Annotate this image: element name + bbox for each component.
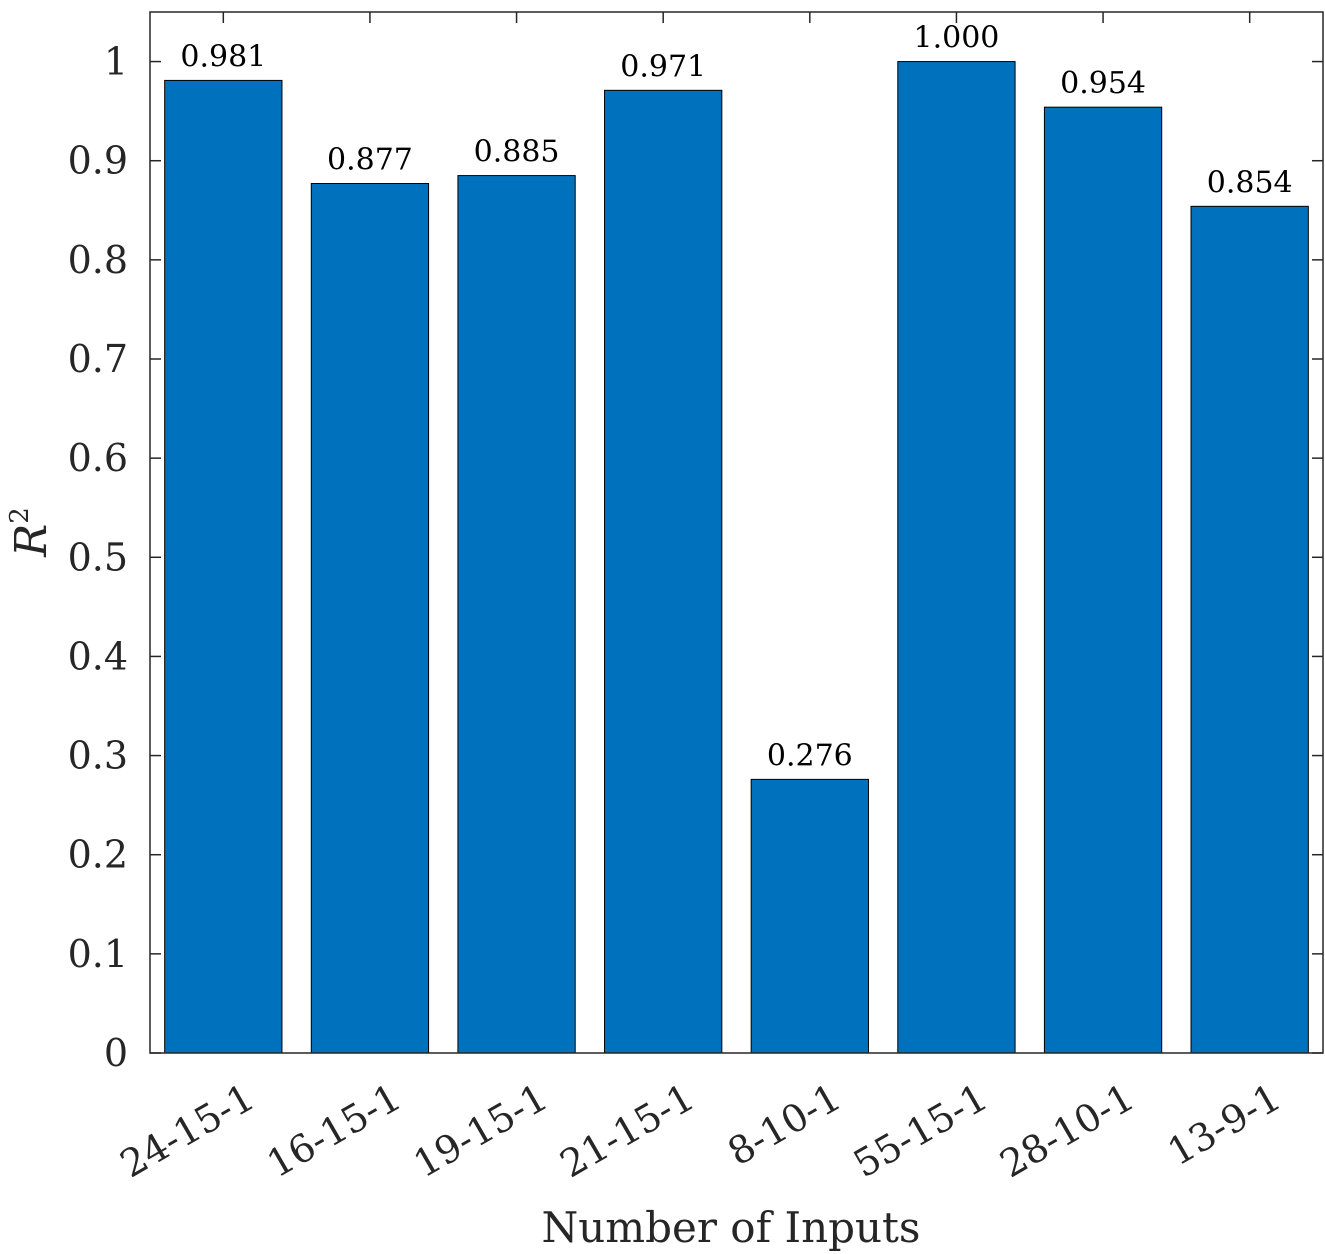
data-labels: 0.981 0.877 0.885 0.971 0.276 1.000 0.954 0.854 bbox=[180, 21, 1292, 774]
x-tick-label-55-15-1: 55-15-1 bbox=[846, 1075, 995, 1186]
x-tick-label-19-15-1: 19-15-1 bbox=[406, 1075, 555, 1186]
y-tick-labels: 0 0.1 0.2 0.3 0.4 0.5 0.6 0.7 0.8 0.9 1 bbox=[68, 40, 128, 1075]
data-label-55-15-1: 1.000 bbox=[913, 21, 999, 56]
x-tick-label-16-15-1: 16-15-1 bbox=[259, 1075, 408, 1186]
bar-8-10-1 bbox=[750, 778, 869, 1054]
bar-19-15-1 bbox=[457, 175, 576, 1054]
data-label-13-9-1: 0.854 bbox=[1207, 165, 1293, 200]
y-tick-label: 0.5 bbox=[68, 535, 128, 579]
y-tick-label: 0 bbox=[104, 1031, 128, 1075]
bars bbox=[164, 61, 1309, 1054]
y-axis-title-main: R bbox=[6, 524, 57, 558]
y-tick-label: 1 bbox=[104, 40, 128, 84]
x-tick-label-21-15-1: 21-15-1 bbox=[553, 1075, 702, 1186]
data-label-21-15-1: 0.971 bbox=[620, 49, 706, 84]
y-tick-label: 0.4 bbox=[68, 634, 128, 678]
svg-text:R2: R2 bbox=[5, 507, 57, 558]
data-label-24-15-1: 0.981 bbox=[180, 39, 266, 74]
y-tick-label: 0.8 bbox=[68, 238, 128, 282]
bar-21-15-1 bbox=[604, 89, 723, 1054]
x-tick-label-13-9-1: 13-9-1 bbox=[1160, 1075, 1288, 1174]
x-axis-title: Number of Inputs bbox=[542, 1203, 921, 1252]
x-tick-label-28-10-1: 28-10-1 bbox=[993, 1075, 1142, 1186]
y-tick-label: 0.7 bbox=[68, 337, 128, 381]
y-tick-label: 0.9 bbox=[68, 139, 128, 183]
plot-frame bbox=[149, 11, 1324, 1054]
bar-24-15-1 bbox=[164, 79, 283, 1054]
data-label-16-15-1: 0.877 bbox=[327, 143, 413, 178]
bar-28-10-1 bbox=[1043, 106, 1163, 1054]
y-tick-label: 0.1 bbox=[68, 932, 128, 976]
y-tick-label: 0.2 bbox=[68, 833, 128, 877]
data-label-19-15-1: 0.885 bbox=[474, 135, 560, 170]
y-tick-label: 0.6 bbox=[68, 436, 128, 480]
bar-13-9-1 bbox=[1190, 205, 1309, 1054]
bar-55-15-1 bbox=[897, 61, 1016, 1054]
x-tick-labels: 24-15-116-15-119-15-121-15-1 8-10-155-15-… bbox=[113, 1075, 1288, 1186]
data-label-8-10-1: 0.276 bbox=[767, 738, 853, 773]
data-label-28-10-1: 0.954 bbox=[1060, 66, 1146, 101]
bar-16-15-1 bbox=[310, 183, 430, 1054]
y-axis-title: R2 bbox=[5, 507, 57, 558]
y-axis-title-superscript: 2 bbox=[5, 507, 35, 524]
x-tick-label-24-15-1: 24-15-1 bbox=[113, 1075, 262, 1186]
x-tick-label-8-10-1: 8-10-1 bbox=[720, 1075, 848, 1174]
y-tick-label: 0.3 bbox=[68, 734, 128, 778]
